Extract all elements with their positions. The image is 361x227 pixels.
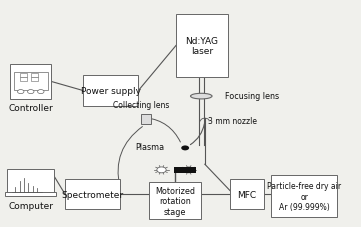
Text: Controller: Controller <box>8 104 53 113</box>
FancyBboxPatch shape <box>20 78 27 82</box>
Text: Focusing lens: Focusing lens <box>225 91 279 101</box>
FancyBboxPatch shape <box>142 114 152 124</box>
FancyBboxPatch shape <box>20 74 27 77</box>
FancyBboxPatch shape <box>230 179 264 209</box>
FancyBboxPatch shape <box>5 192 56 196</box>
FancyBboxPatch shape <box>83 76 138 106</box>
FancyBboxPatch shape <box>271 176 337 217</box>
FancyBboxPatch shape <box>65 179 121 209</box>
Text: Particle-free dry air
or
Ar (99.999%): Particle-free dry air or Ar (99.999%) <box>267 182 341 211</box>
FancyBboxPatch shape <box>176 15 228 78</box>
Text: Plasma: Plasma <box>135 142 164 151</box>
Text: Power supply: Power supply <box>81 86 141 96</box>
Text: Motorized
rotation
stage: Motorized rotation stage <box>155 186 195 216</box>
Text: Nd:YAG
laser: Nd:YAG laser <box>186 37 218 56</box>
FancyBboxPatch shape <box>149 183 201 220</box>
Circle shape <box>18 90 24 94</box>
Circle shape <box>157 167 166 173</box>
Circle shape <box>38 90 44 94</box>
Ellipse shape <box>191 94 212 99</box>
FancyBboxPatch shape <box>8 170 54 194</box>
Circle shape <box>27 90 34 94</box>
FancyBboxPatch shape <box>174 168 196 173</box>
Circle shape <box>184 167 193 173</box>
Text: Spectrometer: Spectrometer <box>62 190 124 199</box>
Text: Computer: Computer <box>8 201 53 210</box>
Ellipse shape <box>181 146 189 151</box>
FancyBboxPatch shape <box>14 73 48 91</box>
FancyBboxPatch shape <box>31 78 38 82</box>
Text: 3 mm nozzle: 3 mm nozzle <box>208 117 257 126</box>
FancyBboxPatch shape <box>31 74 38 77</box>
FancyBboxPatch shape <box>10 65 51 99</box>
Text: Collecting lens: Collecting lens <box>113 101 169 109</box>
Text: MFC: MFC <box>237 190 256 199</box>
